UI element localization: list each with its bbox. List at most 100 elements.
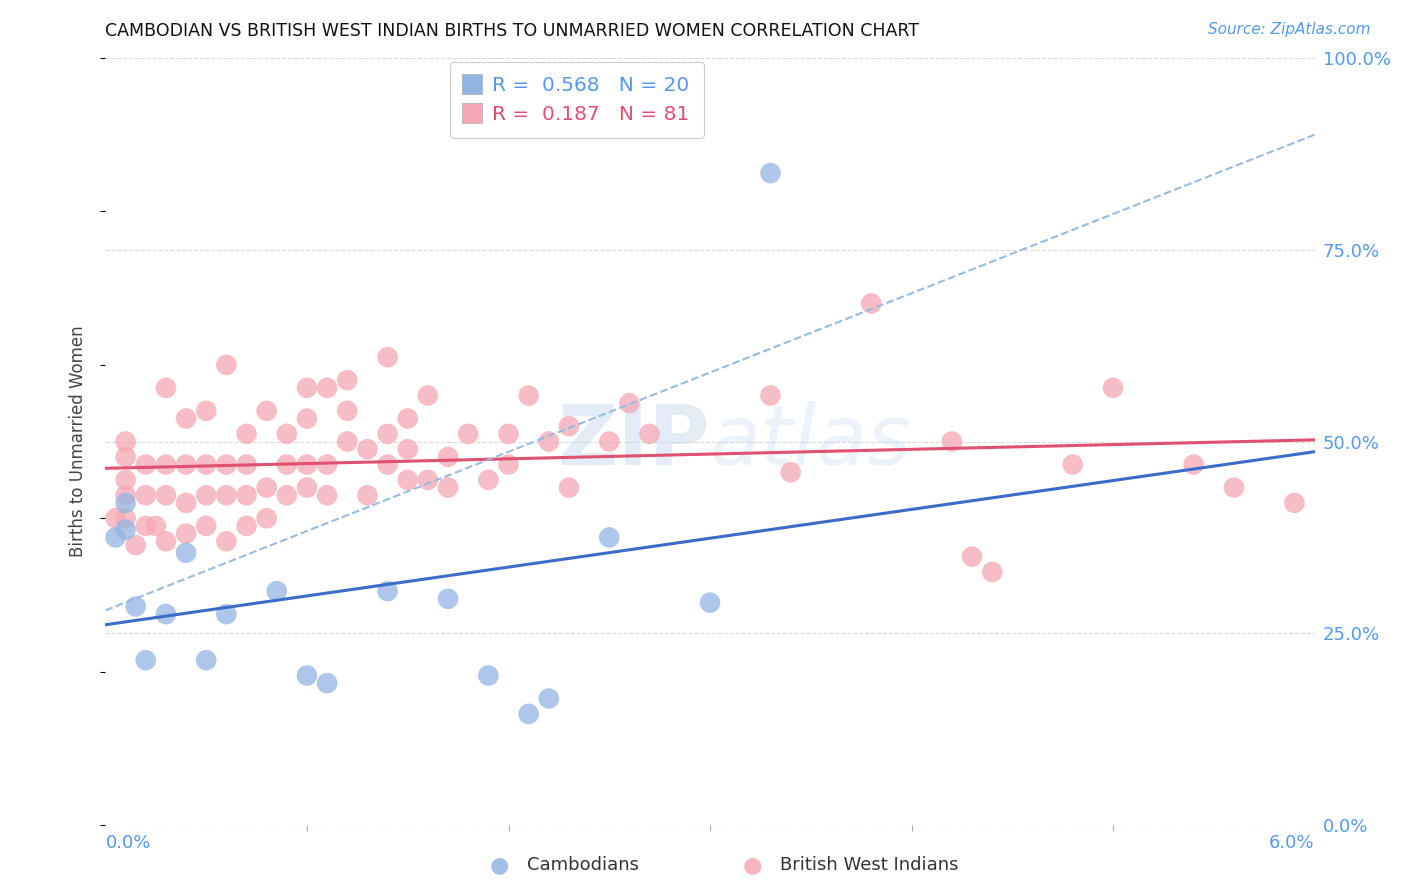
Point — [114, 450, 136, 464]
Point — [195, 404, 218, 418]
Point — [256, 481, 278, 495]
Point — [356, 442, 378, 457]
Point — [336, 404, 359, 418]
Point — [316, 458, 339, 472]
Point — [396, 442, 419, 457]
Text: Source: ZipAtlas.com: Source: ZipAtlas.com — [1208, 22, 1371, 37]
Point — [104, 530, 127, 544]
Point — [155, 534, 177, 549]
Point — [295, 411, 318, 425]
Text: Cambodians: Cambodians — [527, 856, 640, 874]
Text: 0.0%: 0.0% — [105, 834, 150, 852]
Point — [256, 404, 278, 418]
Point — [135, 458, 157, 472]
Y-axis label: Births to Unmarried Women: Births to Unmarried Women — [69, 326, 87, 558]
Point — [316, 676, 339, 690]
Point — [759, 388, 782, 402]
Point — [537, 434, 560, 449]
Point — [155, 458, 177, 472]
Point — [276, 488, 298, 502]
Point — [1062, 458, 1084, 472]
Text: 6.0%: 6.0% — [1270, 834, 1315, 852]
Point — [195, 488, 218, 502]
Point — [981, 565, 1004, 579]
Point — [155, 381, 177, 395]
Text: ZIP: ZIP — [558, 401, 710, 482]
Point — [396, 411, 419, 425]
Point — [457, 426, 479, 441]
Point — [1102, 381, 1125, 395]
Point — [155, 488, 177, 502]
Point — [960, 549, 983, 564]
Point — [174, 546, 197, 560]
Point — [104, 511, 127, 525]
Point — [295, 668, 318, 682]
Point — [416, 473, 439, 487]
Point — [114, 511, 136, 525]
Point — [235, 426, 257, 441]
Point — [295, 458, 318, 472]
Point — [174, 458, 197, 472]
Point — [1284, 496, 1306, 510]
Point — [377, 458, 399, 472]
Point — [295, 381, 318, 395]
Point — [135, 519, 157, 533]
Point — [619, 396, 641, 410]
Point — [316, 381, 339, 395]
Point — [779, 465, 801, 479]
Point — [174, 526, 197, 541]
Point — [114, 496, 136, 510]
Point — [336, 373, 359, 387]
Point — [235, 519, 257, 533]
Point — [276, 426, 298, 441]
Point — [498, 426, 520, 441]
Legend: R =  0.568   N = 20, R =  0.187   N = 81: R = 0.568 N = 20, R = 0.187 N = 81 — [450, 62, 704, 138]
Point — [477, 473, 499, 487]
Point — [517, 706, 540, 721]
Point — [124, 599, 148, 614]
Point — [235, 488, 257, 502]
Point — [759, 166, 782, 180]
Point — [114, 434, 136, 449]
Point — [266, 584, 288, 599]
Point — [437, 450, 460, 464]
Point — [295, 481, 318, 495]
Point — [517, 388, 540, 402]
Point — [477, 668, 499, 682]
Point — [195, 458, 218, 472]
Point — [215, 458, 238, 472]
Point — [174, 496, 197, 510]
Point — [598, 530, 620, 544]
Point — [114, 473, 136, 487]
Point — [860, 296, 883, 310]
Point — [215, 488, 238, 502]
Point — [135, 653, 157, 667]
Point — [195, 653, 218, 667]
Text: atlas: atlas — [710, 401, 911, 482]
Point — [396, 473, 419, 487]
Point — [114, 488, 136, 502]
Point — [537, 691, 560, 706]
Point — [416, 388, 439, 402]
Point — [498, 458, 520, 472]
Text: ●: ● — [489, 855, 509, 875]
Point — [215, 607, 238, 621]
Point — [377, 350, 399, 364]
Point — [558, 481, 581, 495]
Text: CAMBODIAN VS BRITISH WEST INDIAN BIRTHS TO UNMARRIED WOMEN CORRELATION CHART: CAMBODIAN VS BRITISH WEST INDIAN BIRTHS … — [105, 22, 920, 40]
Point — [124, 538, 148, 552]
Point — [356, 488, 378, 502]
Point — [215, 534, 238, 549]
Point — [215, 358, 238, 372]
Point — [638, 426, 661, 441]
Point — [598, 434, 620, 449]
Point — [114, 523, 136, 537]
Point — [155, 607, 177, 621]
Point — [195, 519, 218, 533]
Point — [256, 511, 278, 525]
Point — [235, 458, 257, 472]
Point — [437, 591, 460, 606]
Point — [1182, 458, 1205, 472]
Point — [1223, 481, 1246, 495]
Point — [174, 411, 197, 425]
